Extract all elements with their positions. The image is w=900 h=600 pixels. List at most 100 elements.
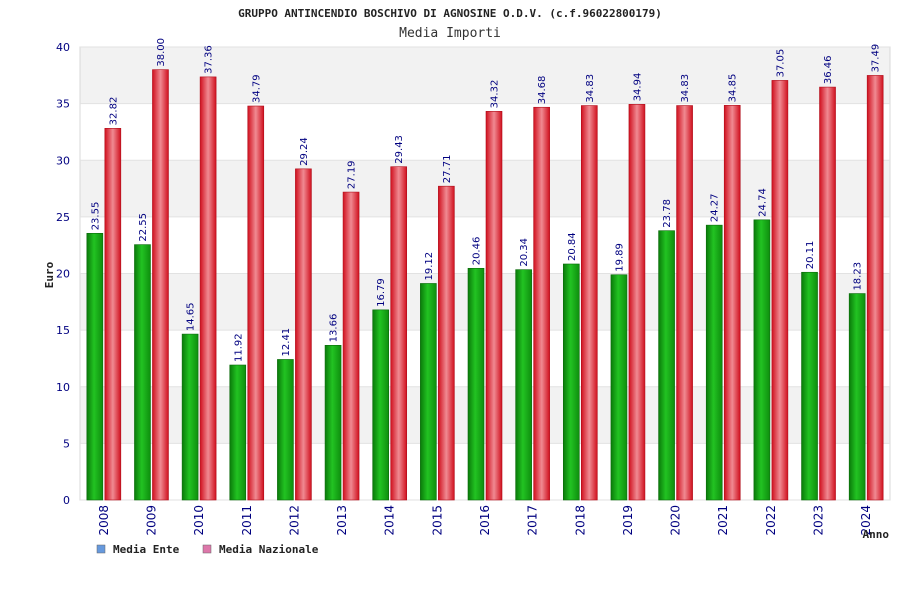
bar-ente-2008: [86, 232, 104, 501]
data-label: 12.41: [281, 328, 292, 357]
x-tick-label: 2017: [526, 505, 540, 536]
x-tick-label: 2011: [240, 505, 254, 536]
data-label: 24.74: [757, 188, 768, 217]
x-tick-label: 2023: [812, 505, 826, 536]
x-tick-label: 2018: [573, 505, 587, 536]
data-label: 34.83: [585, 74, 596, 103]
y-axis-label: Euro: [43, 261, 56, 288]
bar-ente-2015: [420, 283, 437, 501]
data-label: 34.79: [251, 74, 262, 103]
bar-ente-2011: [229, 364, 247, 501]
data-label: 18.23: [853, 262, 864, 291]
data-label: 22.55: [138, 213, 149, 242]
data-label: 34.83: [680, 74, 691, 103]
bar-ente-2013: [324, 345, 342, 501]
x-tick-label: 2008: [97, 505, 111, 536]
x-axis-ticks: 2008 2009 2010 2011 2012 2013 2014 2015 2016 2017…: [97, 505, 873, 536]
legend-label-nazionale: Media Nazionale: [219, 543, 319, 556]
bar-ente-2020: [658, 230, 675, 501]
x-tick-label: 2021: [716, 505, 730, 536]
data-label: 34.94: [632, 73, 643, 102]
data-label: 20.46: [472, 237, 483, 266]
data-label: 37.49: [871, 44, 882, 73]
bar-nazionale-2012: [295, 168, 312, 501]
bar-ente-2014: [372, 309, 390, 501]
data-label: 23.55: [90, 202, 101, 231]
legend-swatch-ente: [96, 544, 106, 554]
bar-ente-2017: [515, 269, 532, 501]
x-tick-label: 2013: [335, 505, 349, 536]
data-label: 20.34: [519, 238, 530, 267]
bar-nazionale-2014: [390, 166, 408, 501]
data-label: 19.12: [424, 252, 435, 281]
bar-nazionale-2022: [771, 80, 789, 501]
bar-nazionale-2016: [485, 111, 503, 501]
bar-ente-2016: [467, 267, 485, 501]
data-label: 38.00: [156, 38, 167, 67]
bar-nazionale-2017: [533, 106, 550, 501]
data-label: 27.19: [347, 160, 358, 189]
data-label: 34.32: [490, 80, 501, 109]
x-tick-label: 2009: [144, 505, 158, 536]
data-label: 37.05: [775, 49, 786, 78]
data-label: 32.82: [108, 97, 119, 126]
data-labels: 23.55 32.82 22.55 38.00 14.65 37.36 11.92 34.79…: [90, 38, 881, 362]
bar-ente-2010: [181, 333, 199, 501]
data-label: 19.89: [614, 243, 625, 272]
y-tick-label: 15: [56, 324, 70, 337]
y-tick-label: 35: [56, 98, 70, 111]
bar-ente-2009: [134, 244, 151, 501]
y-axis-ticks: 0 5 10 15 20 25 30 35 40: [56, 41, 70, 507]
data-label: 11.92: [233, 333, 244, 362]
data-label: 29.24: [299, 137, 310, 166]
data-label: 13.66: [329, 314, 340, 343]
data-label: 34.85: [728, 74, 739, 103]
legend-swatch-nazionale: [202, 544, 212, 554]
legend-item-nazionale: Media Nazionale: [202, 543, 319, 556]
x-tick-label: 2010: [192, 505, 206, 536]
data-label: 20.84: [567, 232, 578, 261]
bar-nazionale-2010: [199, 76, 217, 501]
bar-nazionale-2020: [676, 105, 693, 501]
bar-ente-2019: [610, 274, 628, 501]
data-label: 37.36: [204, 45, 215, 74]
x-tick-label: 2015: [430, 505, 444, 536]
x-tick-label: 2016: [478, 505, 492, 536]
chart-subtitle: Media Importi: [399, 26, 501, 41]
x-axis-label: Anno: [863, 528, 890, 541]
bar-ente-2012: [277, 359, 294, 501]
bar-nazionale-2013: [342, 191, 360, 501]
data-label: 24.27: [710, 194, 721, 223]
x-tick-label: 2022: [764, 505, 778, 536]
bar-nazionale-2011: [247, 105, 265, 501]
x-tick-label: 2020: [669, 505, 683, 536]
bar-nazionale-2021: [723, 105, 741, 501]
y-tick-label: 20: [56, 268, 70, 281]
bar-ente-2022: [753, 219, 771, 501]
data-label: 27.71: [442, 155, 453, 184]
legend: Media Ente Media Nazionale: [96, 543, 319, 556]
legend-label-ente: Media Ente: [113, 543, 180, 556]
data-label: 14.65: [186, 302, 197, 331]
y-tick-label: 30: [56, 154, 70, 167]
data-label: 29.43: [394, 135, 405, 164]
bar-nazionale-2019: [628, 104, 646, 501]
y-tick-label: 40: [56, 41, 70, 54]
bar-ente-2021: [705, 224, 723, 501]
bar-ente-2023: [801, 271, 818, 501]
y-tick-label: 0: [63, 494, 70, 507]
bars: [86, 69, 884, 501]
data-label: 23.78: [662, 199, 673, 228]
x-tick-label: 2024: [859, 505, 873, 536]
y-tick-label: 25: [56, 211, 70, 224]
bar-nazionale-2018: [580, 105, 598, 501]
bar-nazionale-2015: [438, 185, 455, 501]
bar-nazionale-2024: [866, 75, 884, 501]
data-label: 20.11: [805, 241, 816, 270]
chart-title: GRUPPO ANTINCENDIO BOSCHIVO DI AGNOSINE …: [238, 7, 662, 20]
bar-nazionale-2009: [152, 69, 169, 501]
x-tick-label: 2019: [621, 505, 635, 536]
bar-ente-2024: [848, 293, 866, 501]
x-tick-label: 2012: [287, 505, 301, 536]
